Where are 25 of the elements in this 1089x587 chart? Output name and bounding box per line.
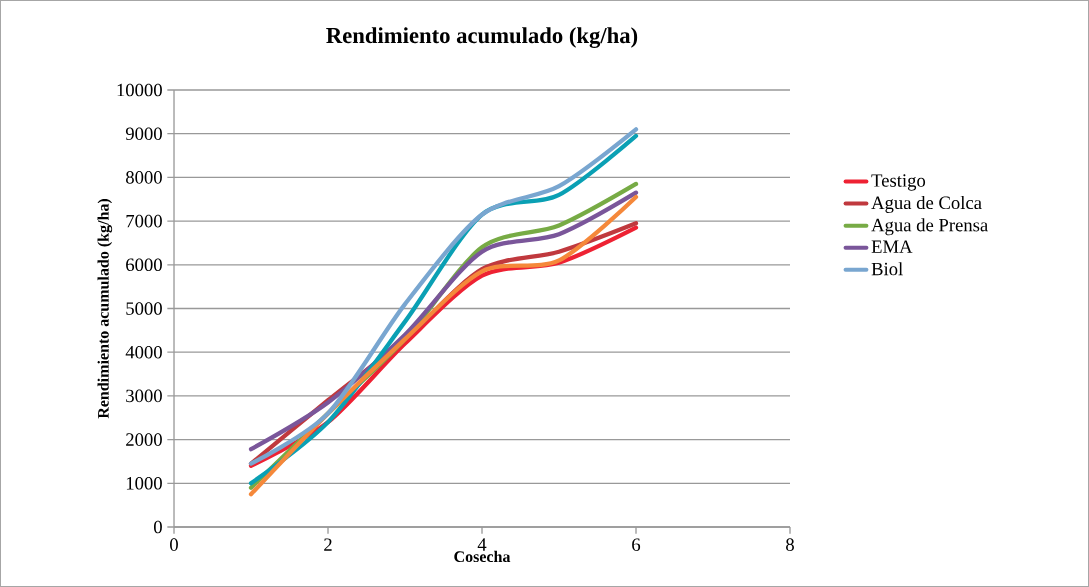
x-axis-title: Cosecha [454, 550, 511, 563]
y-tick-label: 3000 [126, 389, 162, 403]
x-tick-label: 0 [170, 538, 178, 551]
x-tick-label: 4 [477, 538, 487, 551]
legend-label: Testigo [871, 174, 926, 191]
legend-label: EMA [871, 240, 913, 253]
line-series [248, 190, 639, 452]
y-axis-title: Rendimiento acumulado (kg/ha) [97, 198, 113, 419]
y-tick-label: 6000 [126, 258, 162, 272]
y-tick-label: 0 [154, 520, 162, 534]
legend-label: Agua de Colca [871, 195, 982, 213]
y-tick-label: 4000 [125, 345, 162, 359]
y-tick-label: 2000 [126, 433, 162, 446]
y-tick-label: 10000 [117, 83, 162, 97]
chart-title: Rendimiento acumulado (kg/ha) [326, 27, 638, 48]
y-tick-label: 5000 [126, 302, 162, 315]
y-tick-label: 7000 [126, 214, 162, 228]
x-tick-label: 6 [632, 538, 641, 551]
y-tick-label: 9000 [125, 127, 162, 140]
legend-label: Agua de Prensa [871, 218, 988, 236]
legend-label: Biol [871, 262, 903, 276]
y-tick-label: 8000 [126, 171, 162, 184]
y-tick-label: 1000 [126, 477, 162, 490]
x-tick-label: 8 [786, 538, 794, 551]
x-tick-label: 2 [324, 538, 332, 551]
